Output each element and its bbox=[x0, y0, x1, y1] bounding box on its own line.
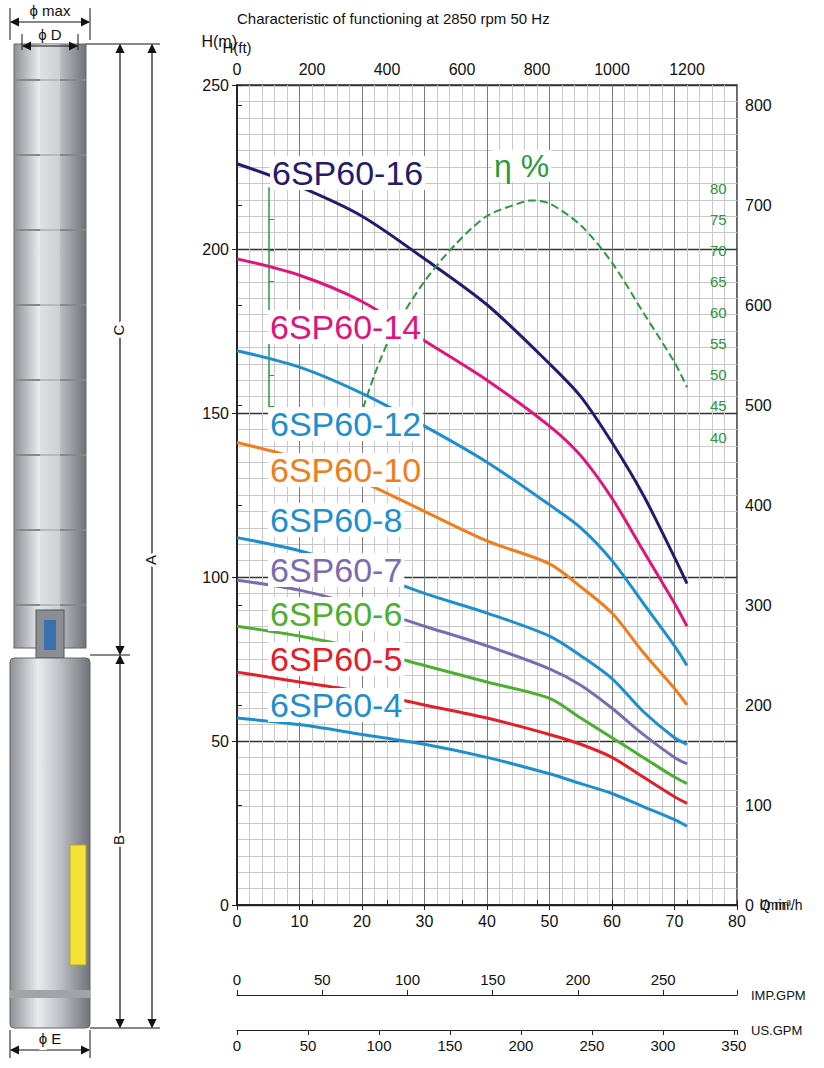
svg-text:6SP60-5: 6SP60-5 bbox=[270, 640, 402, 678]
svg-text:50: 50 bbox=[300, 1037, 317, 1054]
svg-text:60: 60 bbox=[710, 304, 727, 321]
svg-text:H(m): H(m) bbox=[201, 32, 237, 50]
svg-text:C: C bbox=[110, 324, 127, 335]
svg-text:0: 0 bbox=[745, 897, 754, 914]
svg-text:Q m³/h: Q m³/h bbox=[760, 897, 803, 913]
svg-text:45: 45 bbox=[710, 397, 727, 414]
svg-text:250: 250 bbox=[651, 971, 676, 988]
svg-text:75: 75 bbox=[710, 211, 727, 228]
svg-text:6SP60-6: 6SP60-6 bbox=[270, 595, 402, 633]
svg-text:250: 250 bbox=[579, 1037, 604, 1054]
svg-text:80: 80 bbox=[728, 913, 746, 930]
svg-text:Characteristic of functioning: Characteristic of functioning at 2850 rp… bbox=[237, 10, 550, 27]
svg-text:200: 200 bbox=[299, 61, 326, 78]
svg-text:IMP.GPM: IMP.GPM bbox=[751, 988, 806, 1003]
svg-text:0: 0 bbox=[233, 913, 242, 930]
svg-text:800: 800 bbox=[745, 97, 772, 114]
svg-text:η %: η % bbox=[494, 148, 549, 184]
svg-text:200: 200 bbox=[508, 1037, 533, 1054]
svg-text:100: 100 bbox=[395, 971, 420, 988]
svg-text:50: 50 bbox=[211, 733, 229, 750]
svg-text:200: 200 bbox=[745, 697, 772, 714]
svg-text:1200: 1200 bbox=[669, 61, 705, 78]
svg-text:50: 50 bbox=[710, 366, 727, 383]
svg-text:US.GPM: US.GPM bbox=[751, 1023, 802, 1038]
svg-text:700: 700 bbox=[745, 197, 772, 214]
svg-text:65: 65 bbox=[710, 273, 727, 290]
svg-text:6SP60-12: 6SP60-12 bbox=[270, 405, 421, 443]
svg-text:350: 350 bbox=[721, 1037, 746, 1054]
svg-text:0: 0 bbox=[220, 897, 229, 914]
svg-text:600: 600 bbox=[449, 61, 476, 78]
svg-text:150: 150 bbox=[437, 1037, 462, 1054]
svg-text:0: 0 bbox=[233, 61, 242, 78]
svg-text:20: 20 bbox=[353, 913, 371, 930]
svg-text:l/min.: l/min. bbox=[760, 897, 793, 913]
svg-text:A: A bbox=[142, 555, 159, 565]
svg-text:150: 150 bbox=[480, 971, 505, 988]
svg-text:55: 55 bbox=[710, 335, 727, 352]
svg-text:80: 80 bbox=[710, 180, 727, 197]
svg-text:200: 200 bbox=[202, 241, 229, 258]
svg-text:10: 10 bbox=[291, 913, 309, 930]
svg-text:150: 150 bbox=[202, 405, 229, 422]
svg-text:0: 0 bbox=[233, 1037, 241, 1054]
svg-text:30: 30 bbox=[416, 913, 434, 930]
svg-text:800: 800 bbox=[524, 61, 551, 78]
svg-text:1000: 1000 bbox=[594, 61, 630, 78]
svg-text:70: 70 bbox=[710, 242, 727, 259]
svg-text:6SP60-8: 6SP60-8 bbox=[270, 501, 402, 539]
svg-text:100: 100 bbox=[202, 569, 229, 586]
svg-text:6SP60-14: 6SP60-14 bbox=[270, 308, 421, 346]
svg-text:200: 200 bbox=[565, 971, 590, 988]
svg-text:50: 50 bbox=[314, 971, 331, 988]
svg-text:500: 500 bbox=[745, 397, 772, 414]
svg-text:50: 50 bbox=[541, 913, 559, 930]
svg-text:40: 40 bbox=[710, 429, 727, 446]
svg-text:B: B bbox=[110, 835, 127, 845]
svg-text:ϕ D: ϕ D bbox=[38, 26, 62, 43]
svg-text:400: 400 bbox=[374, 61, 401, 78]
svg-text:600: 600 bbox=[745, 297, 772, 314]
svg-text:60: 60 bbox=[603, 913, 621, 930]
svg-text:ϕ max: ϕ max bbox=[30, 2, 71, 19]
svg-text:0: 0 bbox=[233, 971, 241, 988]
svg-text:100: 100 bbox=[366, 1037, 391, 1054]
svg-text:400: 400 bbox=[745, 497, 772, 514]
svg-text:H(ft): H(ft) bbox=[222, 39, 251, 56]
svg-text:70: 70 bbox=[666, 913, 684, 930]
svg-text:300: 300 bbox=[745, 597, 772, 614]
svg-text:ϕ E: ϕ E bbox=[39, 1030, 62, 1047]
svg-text:300: 300 bbox=[650, 1037, 675, 1054]
svg-text:6SP60-16: 6SP60-16 bbox=[272, 154, 423, 192]
svg-text:6SP60-4: 6SP60-4 bbox=[270, 686, 402, 724]
svg-text:100: 100 bbox=[745, 797, 772, 814]
svg-text:6SP60-7: 6SP60-7 bbox=[270, 551, 402, 589]
svg-text:40: 40 bbox=[478, 913, 496, 930]
svg-text:250: 250 bbox=[202, 77, 229, 94]
svg-text:6SP60-10: 6SP60-10 bbox=[270, 451, 421, 489]
